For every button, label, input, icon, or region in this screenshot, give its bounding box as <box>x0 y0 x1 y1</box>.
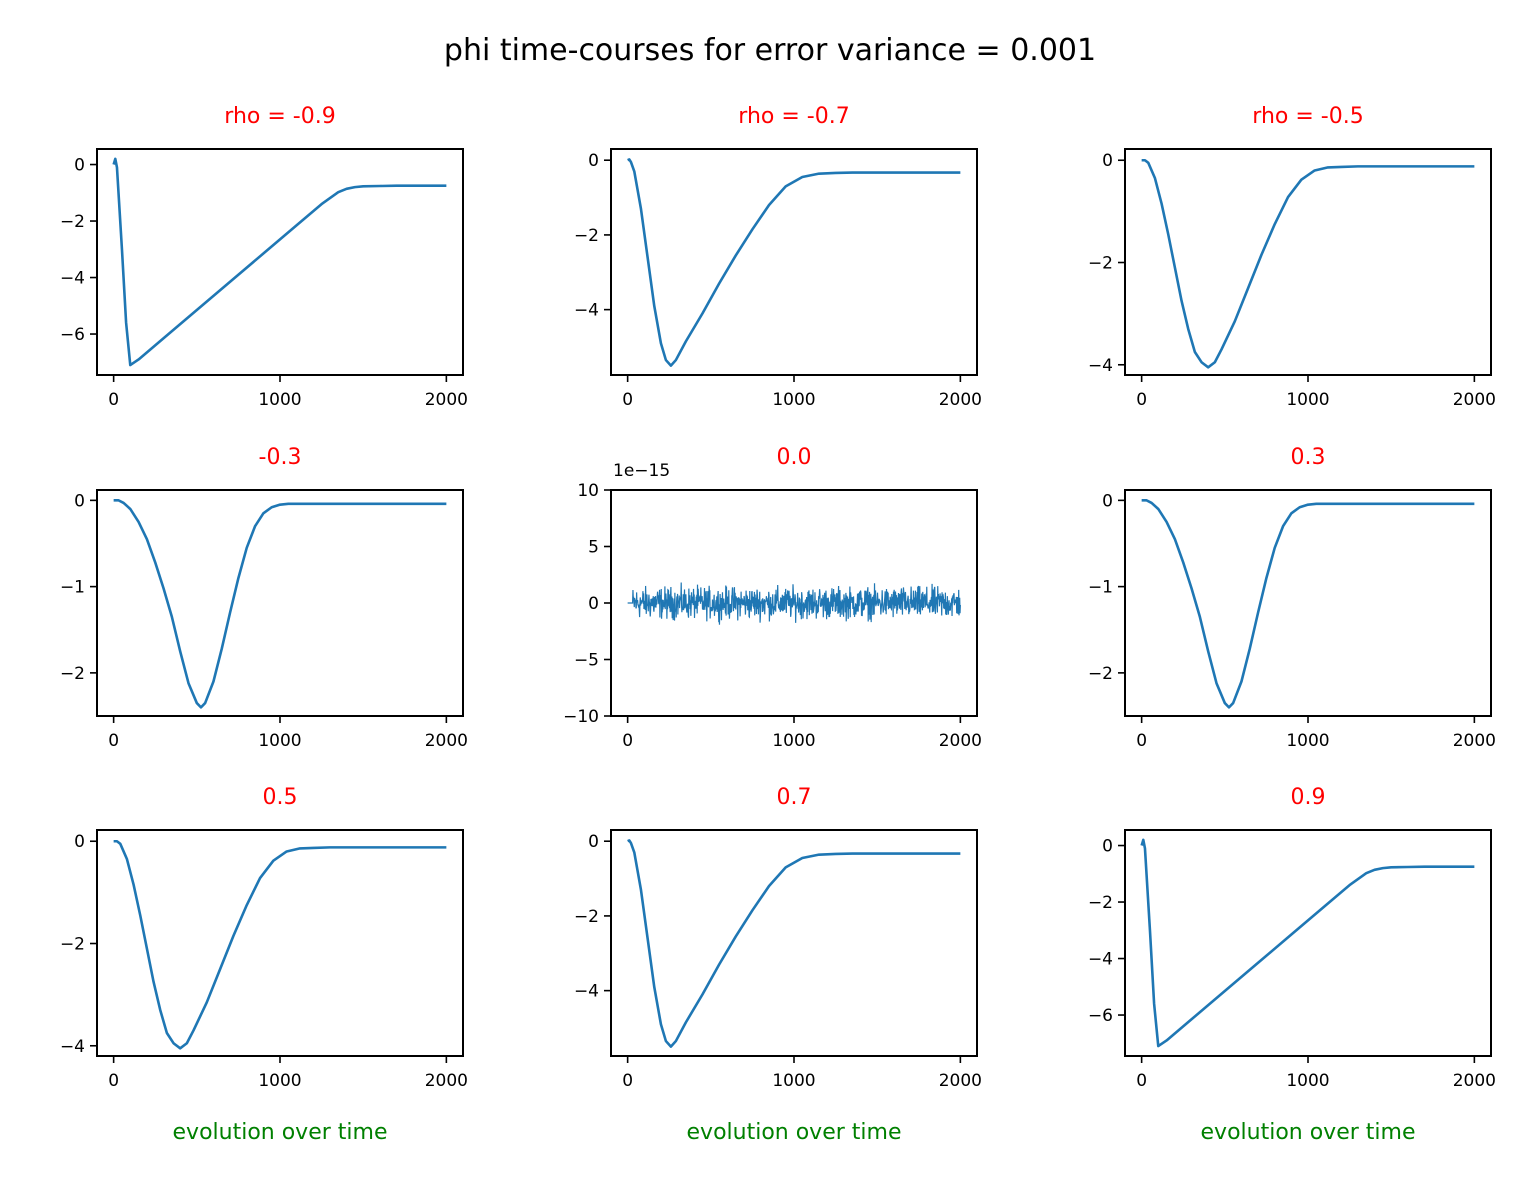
y-tick-label: 0 <box>74 156 85 176</box>
subplot-title: 0.9 <box>1291 785 1326 810</box>
x-tick-label: 1000 <box>1286 1071 1329 1091</box>
y-tick-label: −4 <box>574 982 599 1002</box>
x-axis-label: evolution over time <box>687 1120 902 1145</box>
y-tick-label: −1 <box>1088 578 1113 598</box>
y-tick-label: −2 <box>574 226 599 246</box>
y-tick-label: 0 <box>1102 151 1113 171</box>
y-tick-label: 0 <box>1102 837 1113 857</box>
subplot-title: rho = -0.9 <box>224 104 335 129</box>
series-line <box>113 499 447 709</box>
subplot-title: 0.5 <box>263 785 298 810</box>
y-tick-label: 0 <box>588 832 599 852</box>
subplot-9: 0.9 0 1000 2000 0 −2 −4 −6 evolution over time <box>1088 785 1496 1145</box>
series-line <box>627 582 961 625</box>
y-tick-label: 0 <box>1102 491 1113 511</box>
y-tick-label: −4 <box>574 301 599 321</box>
series-line <box>1140 838 1475 1048</box>
y-tick-label: −2 <box>60 664 85 684</box>
x-tick-label: 0 <box>108 731 119 751</box>
series-line <box>113 839 447 1050</box>
y-tick-label: 0 <box>588 151 599 171</box>
x-tick-label: 1000 <box>258 390 301 410</box>
y-tick-label: −4 <box>60 1037 85 1057</box>
y-tick-label: −2 <box>60 212 85 232</box>
subplot-7: 0.5 0 1000 2000 0 −2 −4 evolution over time <box>60 785 468 1145</box>
y-tick-label: −6 <box>60 325 85 345</box>
subplot-title: -0.3 <box>259 445 302 470</box>
x-tick-label: 0 <box>108 390 119 410</box>
y-tick-label: 0 <box>74 491 85 511</box>
y-tick-label: −4 <box>1088 950 1113 970</box>
subplot-title: 0.3 <box>1291 445 1326 470</box>
x-tick-label: 0 <box>1136 731 1147 751</box>
y-tick-label: −10 <box>563 707 599 727</box>
subplot-2: rho = -0.7 0 1000 2000 0 −2 −4 <box>574 104 982 410</box>
y-tick-label: 5 <box>588 538 599 558</box>
x-tick-label: 2000 <box>425 1071 468 1091</box>
x-tick-label: 2000 <box>1453 1071 1496 1091</box>
subplot-1: rho = -0.9 0 1000 2000 0 −2 −4 −6 <box>60 104 468 410</box>
axes-frame <box>96 489 464 717</box>
x-tick-label: 1000 <box>258 731 301 751</box>
x-tick-label: 1000 <box>1286 731 1329 751</box>
x-tick-label: 0 <box>622 731 633 751</box>
y-tick-label: −2 <box>574 907 599 927</box>
axes-frame <box>96 148 464 376</box>
y-tick-label: −5 <box>574 651 599 671</box>
x-tick-label: 0 <box>108 1071 119 1091</box>
subplot-6: 0.3 0 1000 2000 0 −1 −2 <box>1088 445 1496 751</box>
subplot-5: 0.0 0 1000 2000 10 5 0 −5 −10 1e−15 <box>563 445 982 751</box>
y-tick-label: −2 <box>1088 893 1113 913</box>
subplot-title: 0.7 <box>777 785 812 810</box>
y-tick-label: −4 <box>1088 356 1113 376</box>
axes-frame <box>1124 489 1492 717</box>
x-axis-label: evolution over time <box>173 1120 388 1145</box>
x-tick-label: 2000 <box>1453 731 1496 751</box>
subplot-title: 0.0 <box>777 445 812 470</box>
subplot-3: rho = -0.5 0 1000 2000 0 −2 −4 <box>1088 104 1496 410</box>
y-tick-label: −2 <box>60 935 85 955</box>
x-tick-label: 2000 <box>939 731 982 751</box>
y-tick-label: 0 <box>588 594 599 614</box>
x-tick-label: 1000 <box>258 1071 301 1091</box>
series-line <box>1141 158 1475 369</box>
x-tick-label: 2000 <box>939 1071 982 1091</box>
axes-frame <box>1124 148 1492 376</box>
x-tick-label: 0 <box>622 1071 633 1091</box>
series-line <box>112 157 447 367</box>
y-tick-label: −2 <box>1088 664 1113 684</box>
subplot-4: -0.3 0 1000 2000 0 −1 −2 <box>60 445 468 751</box>
x-tick-label: 1000 <box>1286 390 1329 410</box>
series-line <box>627 839 961 1048</box>
x-tick-label: 0 <box>1136 1071 1147 1091</box>
subplot-title: rho = -0.7 <box>738 104 849 129</box>
x-tick-label: 1000 <box>772 1071 815 1091</box>
x-tick-label: 2000 <box>1453 390 1496 410</box>
x-axis-label: evolution over time <box>1201 1120 1416 1145</box>
x-tick-label: 0 <box>622 390 633 410</box>
y-tick-label: 10 <box>577 481 599 501</box>
x-tick-label: 1000 <box>772 731 815 751</box>
y-offset-text: 1e−15 <box>613 461 670 481</box>
y-tick-label: −1 <box>60 578 85 598</box>
series-line <box>1141 499 1475 709</box>
y-tick-label: −4 <box>60 269 85 289</box>
figure-suptitle: phi time-courses for error variance = 0.… <box>444 33 1096 68</box>
x-tick-label: 1000 <box>772 390 815 410</box>
axes-frame <box>96 829 464 1057</box>
y-tick-label: 0 <box>74 832 85 852</box>
x-tick-label: 2000 <box>425 390 468 410</box>
y-tick-label: −6 <box>1088 1006 1113 1026</box>
series-line <box>627 158 961 367</box>
x-tick-label: 2000 <box>425 731 468 751</box>
x-tick-label: 0 <box>1136 390 1147 410</box>
y-tick-label: −2 <box>1088 254 1113 274</box>
axes-frame <box>1124 829 1492 1057</box>
subplot-8: 0.7 0 1000 2000 0 −2 −4 evolution over time <box>574 785 982 1145</box>
x-tick-label: 2000 <box>939 390 982 410</box>
subplot-title: rho = -0.5 <box>1252 104 1363 129</box>
